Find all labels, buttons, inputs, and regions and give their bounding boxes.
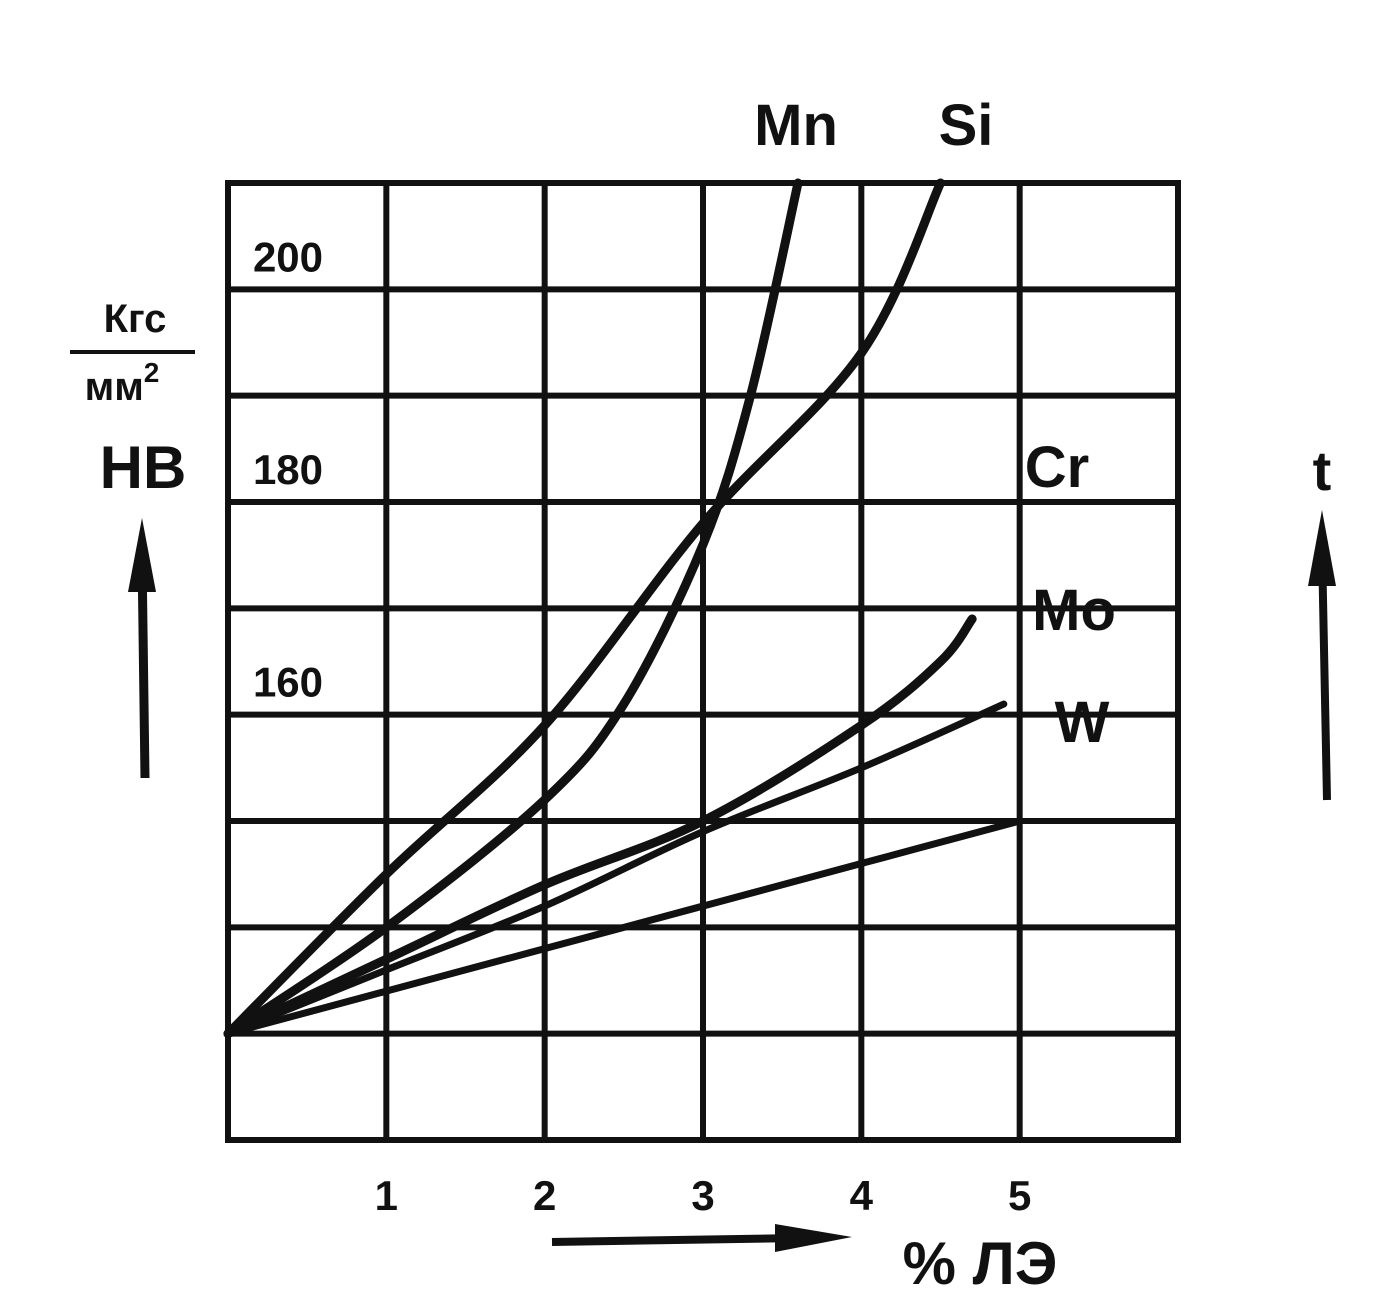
- series-line-si: [223, 178, 945, 1039]
- y-tick-label: 200: [253, 233, 323, 280]
- chart-grid: [225, 180, 1181, 1143]
- series-label-mo: Mo: [1032, 578, 1116, 643]
- x-tick-label: 3: [691, 1172, 714, 1219]
- series-line-mo: [224, 700, 1008, 1038]
- series-line-cr: [223, 614, 977, 1039]
- chart-series: [223, 178, 1024, 1039]
- series-label-cr: Cr: [1025, 435, 1089, 500]
- right-up-arrow: [1308, 510, 1336, 801]
- x-tick-label: 5: [1008, 1172, 1031, 1219]
- chart-ticks: 1 2 3 4 5 200 180 160: [253, 233, 1031, 1219]
- y-axis-label: НВ: [100, 434, 187, 501]
- x-right-arrow: [551, 1224, 852, 1252]
- x-axis-label: % ЛЭ: [903, 1230, 1058, 1297]
- right-axis-label: t: [1313, 439, 1332, 502]
- series-label-mn: Mn: [754, 93, 838, 158]
- y-tick-label: 160: [253, 659, 323, 706]
- x-tick-label: 2: [533, 1172, 556, 1219]
- x-tick-label: 1: [375, 1172, 398, 1219]
- series-label-si: Si: [939, 93, 994, 158]
- series-line-w: [224, 817, 1024, 1038]
- y-up-arrow: [128, 518, 156, 779]
- y-tick-label: 180: [253, 446, 323, 493]
- y-unit-numerator: Кгс: [104, 297, 167, 341]
- series-label-w: W: [1055, 690, 1110, 755]
- series-line-mn: [223, 178, 803, 1039]
- series-labels: Mn Si Cr Mo W: [754, 93, 1116, 755]
- y-unit-denominator: мм2: [85, 357, 160, 409]
- x-tick-label: 4: [850, 1172, 874, 1219]
